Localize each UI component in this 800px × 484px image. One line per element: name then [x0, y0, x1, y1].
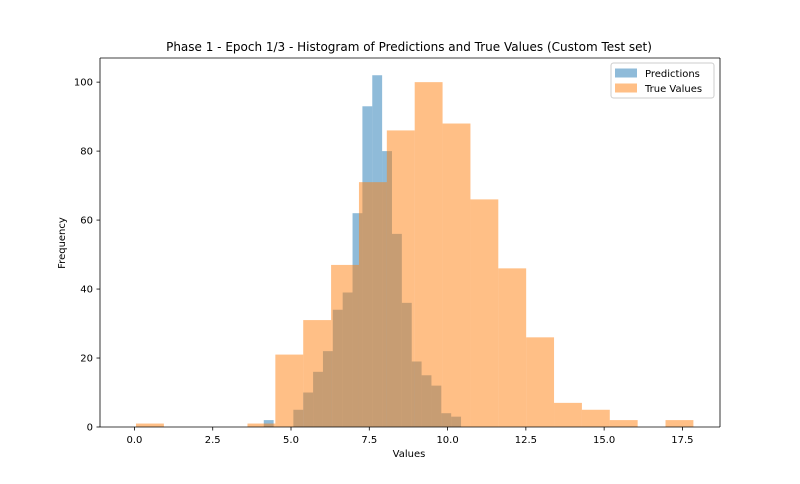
x-tick-label: 7.5 — [361, 435, 377, 446]
histogram-bar — [581, 409, 610, 427]
legend-swatch — [615, 68, 637, 78]
y-tick-label: 60 — [80, 216, 93, 227]
histogram-bar — [303, 320, 332, 427]
histogram-bar — [554, 402, 582, 427]
histogram-bar — [498, 268, 527, 427]
histogram-bar — [275, 354, 304, 427]
histogram-bar — [665, 420, 694, 427]
histogram-bar — [414, 82, 443, 427]
y-tick-label: 80 — [80, 147, 93, 158]
chart-title: Phase 1 - Epoch 1/3 - Histogram of Predi… — [166, 40, 652, 54]
x-tick-label: 15.0 — [593, 435, 615, 446]
y-tick-label: 100 — [74, 78, 93, 89]
legend-label: Predictions — [645, 69, 700, 80]
x-tick-label: 2.5 — [205, 435, 221, 446]
histogram-bar — [247, 423, 276, 427]
histogram-bar — [526, 337, 555, 427]
x-tick-label: 0.0 — [126, 435, 142, 446]
legend-label: True Values — [644, 84, 702, 95]
y-tick-label: 20 — [80, 354, 93, 365]
legend-swatch — [615, 83, 637, 93]
y-axis-label: Frequency — [57, 217, 68, 269]
histogram-bar — [358, 182, 387, 427]
x-axis-label: Values — [393, 449, 426, 460]
legend: Predictions True Values — [610, 62, 715, 99]
series-true-values — [136, 82, 694, 428]
histogram-bar — [609, 420, 638, 427]
y-tick-label: 40 — [80, 285, 93, 296]
histogram-bar — [331, 264, 359, 427]
histogram-bar — [442, 123, 471, 428]
y-tick-label: 0 — [87, 423, 93, 434]
x-tick-label: 12.5 — [515, 435, 537, 446]
x-tick-label: 17.5 — [671, 435, 693, 446]
histogram-bar — [470, 199, 499, 427]
x-tick-label: 10.0 — [436, 435, 458, 446]
histogram-bar — [386, 130, 415, 428]
x-tick-label: 5.0 — [283, 435, 299, 446]
histogram-bar — [136, 423, 164, 427]
